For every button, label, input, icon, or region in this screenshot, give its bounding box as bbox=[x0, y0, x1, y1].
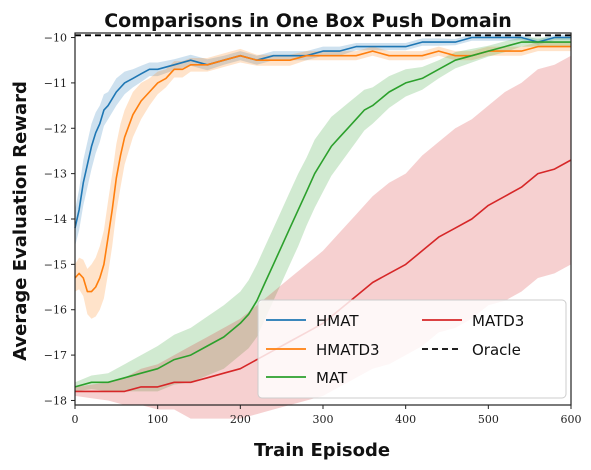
legend-box bbox=[257, 299, 567, 399]
y-tick-label: −18 bbox=[44, 394, 67, 407]
line-mat bbox=[74, 41, 571, 388]
y-tick-label: −10 bbox=[44, 32, 67, 45]
y-tick-label: −16 bbox=[44, 304, 67, 317]
x-tick-label: 600 bbox=[561, 413, 582, 426]
line-hmatd3 bbox=[74, 45, 571, 293]
x-tick-label: 400 bbox=[395, 413, 416, 426]
legend-label-hmatd3: HMATD3 bbox=[316, 341, 380, 359]
y-tick-label: −15 bbox=[44, 258, 67, 271]
legend-label-matd3: MATD3 bbox=[472, 312, 524, 330]
y-tick-label: −17 bbox=[44, 349, 67, 362]
x-tick-label: 100 bbox=[147, 413, 168, 426]
legend: HMAT HMATD3 MAT MATD3 Oracle bbox=[257, 299, 567, 399]
x-tick-label: 0 bbox=[72, 413, 79, 426]
legend-label-hmat: HMAT bbox=[316, 312, 359, 330]
y-tick-label: −14 bbox=[44, 213, 67, 226]
y-axis-label: Average Evaluation Reward bbox=[10, 81, 31, 361]
x-tick-label: 500 bbox=[478, 413, 499, 426]
x-tick-label: 200 bbox=[230, 413, 251, 426]
y-tick-label: −13 bbox=[44, 168, 67, 181]
chart-title: Comparisons in One Box Push Domain bbox=[104, 10, 512, 32]
x-axis-label: Train Episode bbox=[254, 440, 390, 461]
x-tick-label: 300 bbox=[313, 413, 334, 426]
legend-label-oracle: Oracle bbox=[472, 341, 521, 359]
axes: 0 100 200 300 400 500 600 −10 −11 −12 −13 −14 −15 −16… bbox=[44, 32, 582, 426]
y-tick-label: −11 bbox=[44, 77, 67, 90]
legend-label-mat: MAT bbox=[316, 369, 348, 387]
y-tick-label: −12 bbox=[44, 122, 67, 135]
